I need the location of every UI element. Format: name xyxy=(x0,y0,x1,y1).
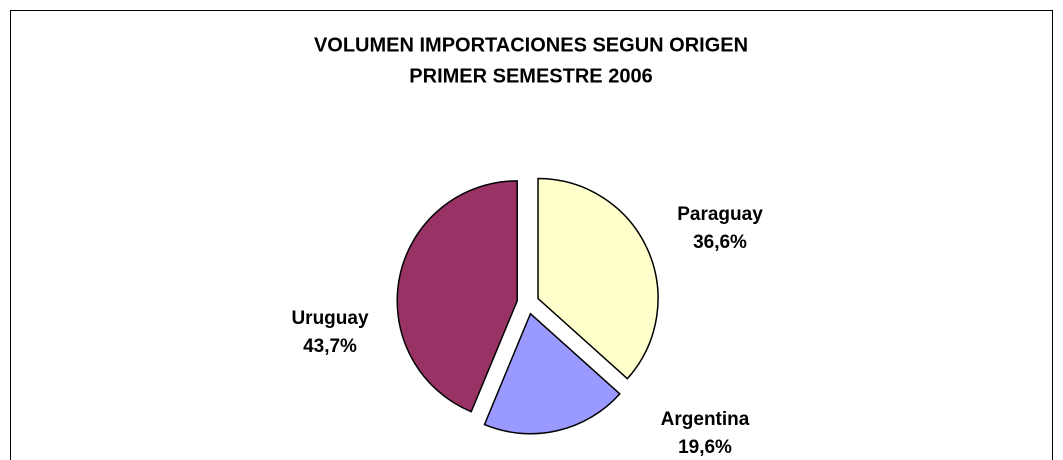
chart-frame xyxy=(10,10,1053,460)
slice-value-label: 36,6% xyxy=(693,232,747,253)
slice-value-label: 43,7% xyxy=(303,336,357,357)
pie-slice xyxy=(483,312,621,435)
slice-label: Paraguay xyxy=(677,204,763,225)
pie-slice xyxy=(396,180,518,413)
pie-slice xyxy=(537,177,659,380)
slice-label: Uruguay xyxy=(291,308,369,329)
slice-value-label: 19,6% xyxy=(678,437,732,458)
slice-label: Argentina xyxy=(661,409,750,430)
chart-subtitle: PRIMER SEMESTRE 2006 xyxy=(409,65,652,87)
chart-title: VOLUMEN IMPORTACIONES SEGUN ORIGEN xyxy=(314,34,748,56)
